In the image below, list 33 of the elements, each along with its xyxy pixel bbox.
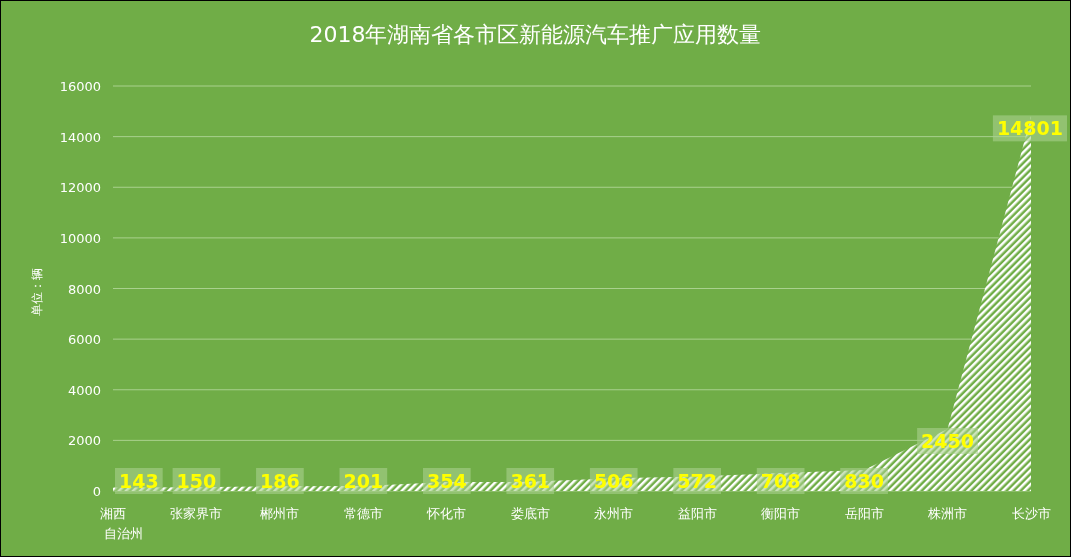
x-tick-label: 岳阳市	[844, 506, 884, 521]
data-label: 572	[677, 470, 718, 492]
data-label: 506	[593, 470, 634, 492]
x-tick-label: 永州市	[594, 506, 634, 521]
x-tick-label: 常德市	[343, 506, 383, 521]
data-label: 143	[119, 470, 159, 492]
x-tick-label: 长沙市	[1011, 506, 1051, 521]
y-tick-label: 12000	[59, 180, 101, 196]
data-label: 708	[760, 470, 801, 492]
data-label: 14801	[996, 117, 1063, 140]
y-tick-label: 14000	[59, 129, 101, 145]
data-label: 150	[176, 470, 217, 492]
chart-title: 2018年湖南省各市区新能源汽车推广应用数量	[309, 22, 762, 47]
y-axis-title: 单位：辆	[30, 268, 44, 316]
x-tick-label: 怀化市	[426, 506, 467, 521]
data-label: 2450	[921, 429, 974, 452]
y-tick-label: 6000	[67, 332, 101, 348]
x-tick-label: 张家界市	[170, 506, 223, 521]
data-label: 186	[260, 470, 300, 492]
x-tick-label: 湘西自治州	[100, 506, 143, 541]
x-tick-label: 衡阳市	[761, 506, 801, 521]
y-tick-label: 10000	[59, 230, 101, 246]
y-tick-label: 16000	[59, 79, 101, 94]
x-tick-label: 益阳市	[677, 506, 717, 521]
y-tick-label: 8000	[67, 281, 101, 297]
y-tick-label: 0	[92, 484, 101, 499]
y-tick-label: 2000	[67, 433, 101, 449]
x-tick-label: 娄底市	[510, 506, 550, 521]
x-tick-label: 郴州市	[260, 506, 300, 521]
y-tick-label: 4000	[67, 382, 101, 398]
data-label: 830	[844, 470, 884, 492]
data-label: 201	[343, 470, 384, 492]
x-tick-label: 株洲市	[927, 506, 968, 521]
